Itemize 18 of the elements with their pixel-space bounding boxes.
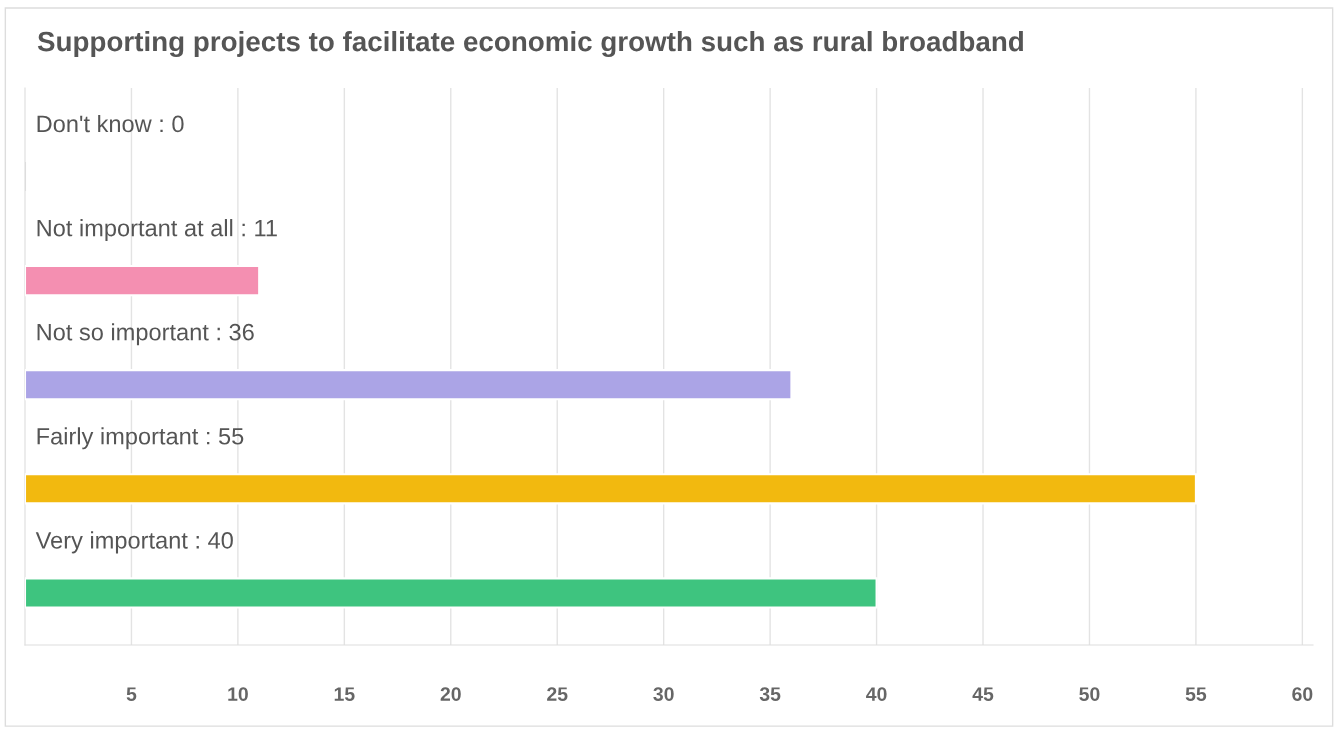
- x-tick-label: 5: [126, 687, 137, 701]
- x-tick-label: 50: [1079, 687, 1100, 701]
- x-tick-label: 55: [1185, 687, 1207, 701]
- x-tick-label: 45: [972, 687, 994, 701]
- x-tick-label: 30: [653, 687, 674, 701]
- x-tick-label: 60: [1292, 687, 1313, 701]
- y-tick-label: Very important : 40: [35, 531, 233, 554]
- x-tick-label: 35: [759, 687, 781, 701]
- x-tick-label: 20: [440, 687, 461, 701]
- y-tick-label: Not important at all : 11: [37, 219, 277, 242]
- y-tick-label: Not so important : 36: [37, 323, 254, 346]
- y-tick-label: Don't know : 0: [37, 114, 184, 133]
- chart-title: Supporting projects to facilitate economic growth such as rural broadband: [37, 30, 1023, 58]
- x-tick-label: 10: [228, 687, 248, 701]
- x-tick-label: 15: [334, 687, 355, 701]
- x-tick-label: 40: [866, 687, 887, 701]
- x-tick-label: 25: [547, 687, 568, 701]
- y-tick-label: Fairly important : 55: [37, 427, 244, 450]
